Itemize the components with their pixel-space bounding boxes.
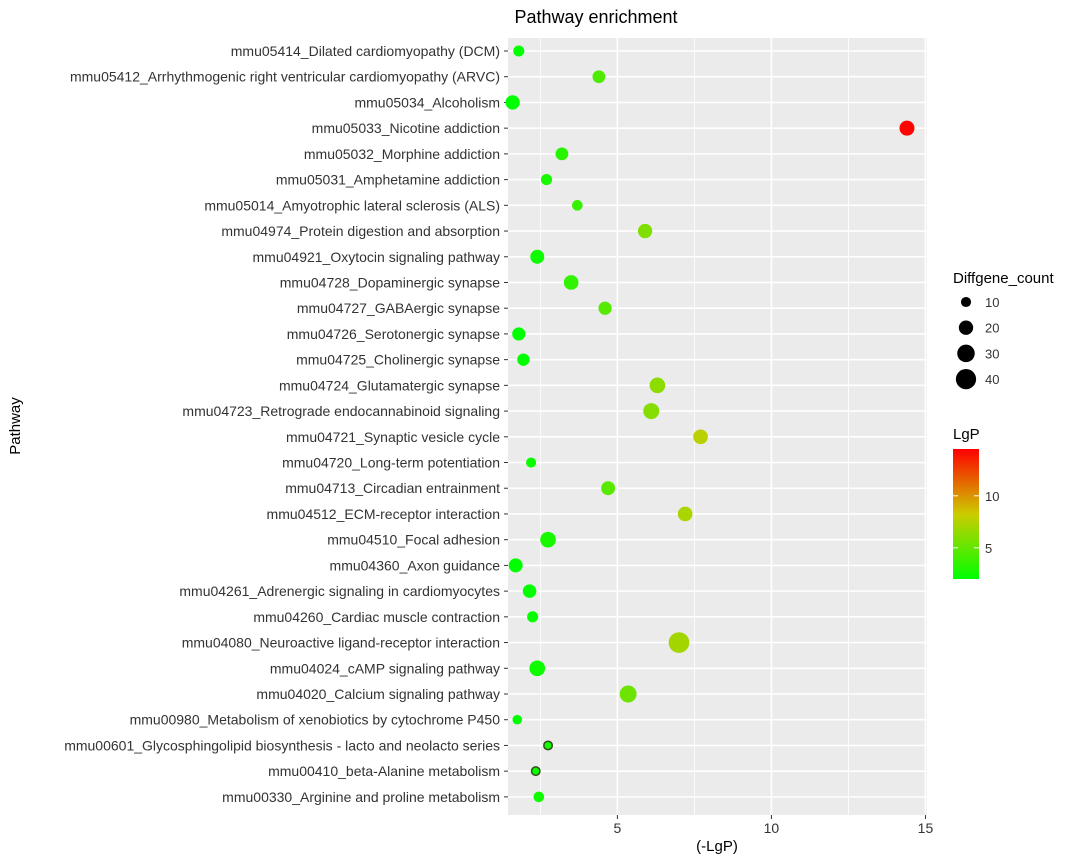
data-point: [572, 200, 583, 211]
color-legend-title: LgP: [953, 426, 980, 443]
y-tick-label: mmu04512_ECM-receptor interaction: [267, 506, 500, 522]
data-point: [512, 714, 523, 725]
size-legend-key: [960, 296, 972, 308]
size-legend-label: 10: [985, 295, 999, 310]
chart-title: Pathway enrichment: [514, 7, 677, 27]
x-tick-label: 15: [918, 820, 934, 836]
y-tick-label: mmu05034_Alcoholism: [354, 94, 500, 110]
y-tick-label: mmu04921_Oxytocin signaling pathway: [253, 249, 500, 265]
data-point: [563, 275, 579, 290]
data-point: [555, 147, 569, 161]
size-legend-label: 30: [985, 346, 999, 361]
data-point: [899, 120, 915, 136]
y-tick-label: mmu04360_Axon guidance: [330, 557, 501, 573]
data-point: [540, 531, 556, 548]
data-point: [526, 457, 537, 468]
y-tick-label: mmu04020_Calcium signaling pathway: [256, 686, 500, 702]
data-point: [668, 632, 690, 653]
y-tick-labels: mmu05414_Dilated cardiomyopathy (DCM) mmu…: [64, 43, 508, 805]
data-point: [649, 377, 666, 394]
y-axis-label: Pathway: [7, 397, 24, 455]
data-points: [505, 45, 915, 803]
x-tick-labels: 5 10 15: [613, 815, 933, 836]
y-tick-label: mmu04724_Glutamatergic synapse: [279, 377, 500, 393]
data-point: [693, 429, 708, 445]
data-point: [529, 660, 546, 677]
data-point: [637, 223, 653, 239]
x-tick-label: 10: [764, 820, 780, 836]
data-point: [601, 481, 616, 496]
y-tick-label: mmu04727_GABAergic synapse: [297, 300, 500, 316]
data-point: [533, 791, 545, 803]
y-tick-label: mmu00980_Metabolism of xenobiotics by cy…: [130, 712, 501, 728]
color-legend-label: 10: [985, 489, 999, 504]
y-tick-label: mmu04510_Focal adhesion: [327, 532, 500, 548]
data-point: [530, 766, 541, 777]
data-point: [540, 174, 553, 186]
size-legend-title: Diffgene_count: [953, 270, 1054, 287]
data-point: [527, 611, 539, 623]
y-tick-label: mmu00330_Arginine and proline metabolism: [222, 789, 500, 805]
y-tick-label: mmu04728_Dopaminergic synapse: [280, 274, 500, 290]
size-legend-key: [957, 344, 975, 363]
y-tick-label: mmu05414_Dilated cardiomyopathy (DCM): [231, 43, 500, 59]
y-tick-label: mmu05412_Arrhythmogenic right ventricula…: [70, 69, 500, 85]
y-tick-label: mmu05014_Amyotrophic lateral sclerosis (…: [204, 197, 500, 213]
y-tick-label: mmu04720_Long-term potentiation: [282, 455, 500, 471]
y-tick-label: mmu05031_Amphetamine addiction: [276, 172, 500, 188]
y-tick-label: mmu00410_beta-Alanine metabolism: [268, 763, 500, 779]
data-point: [677, 506, 693, 522]
y-tick-label: mmu04725_Cholinergic synapse: [296, 352, 500, 368]
y-tick-label: mmu05032_Morphine addiction: [304, 146, 500, 162]
color-legend-ticks: 5 10: [953, 489, 999, 556]
size-legend: 10 20 30 40: [955, 295, 999, 390]
data-point: [592, 70, 606, 84]
y-tick-label: mmu04726_Serotonergic synapse: [287, 326, 500, 342]
y-tick-label: mmu05033_Nicotine addiction: [312, 120, 500, 136]
size-legend-key: [955, 368, 977, 390]
data-point: [619, 685, 637, 703]
data-point: [517, 353, 530, 366]
size-legend-key: [958, 320, 974, 335]
y-tick-label: mmu04080_Neuroactive ligand-receptor int…: [182, 635, 500, 651]
plot-panel: [508, 38, 927, 815]
color-legend-label: 5: [985, 541, 992, 556]
y-tick-label: mmu04721_Synaptic vesicle cycle: [286, 429, 500, 445]
size-legend-label: 20: [985, 321, 999, 336]
x-tick-label: 5: [613, 820, 621, 836]
data-point: [513, 45, 525, 57]
data-point: [512, 327, 526, 341]
data-point: [508, 558, 523, 573]
data-point: [505, 95, 520, 110]
y-tick-label: mmu04024_cAMP signaling pathway: [270, 660, 500, 676]
x-axis-label: (-LgP): [696, 838, 738, 855]
data-point: [598, 301, 612, 315]
y-tick-label: mmu04974_Protein digestion and absorptio…: [221, 223, 500, 239]
y-tick-label: mmu00601_Glycosphingolipid biosynthesis …: [64, 737, 500, 753]
color-bar: [953, 449, 979, 579]
y-tick-label: mmu04713_Circadian entrainment: [285, 480, 500, 496]
data-point: [522, 584, 537, 598]
data-point: [543, 740, 554, 751]
y-tick-label: mmu04723_Retrograde endocannabinoid sign…: [182, 403, 500, 419]
y-tick-label: mmu04260_Cardiac muscle contraction: [253, 609, 500, 625]
data-point: [643, 403, 660, 420]
data-point: [530, 249, 545, 264]
size-legend-label: 40: [985, 372, 999, 387]
grid-lines: [508, 38, 927, 815]
y-tick-label: mmu04261_Adrenergic signaling in cardiom…: [179, 583, 500, 599]
